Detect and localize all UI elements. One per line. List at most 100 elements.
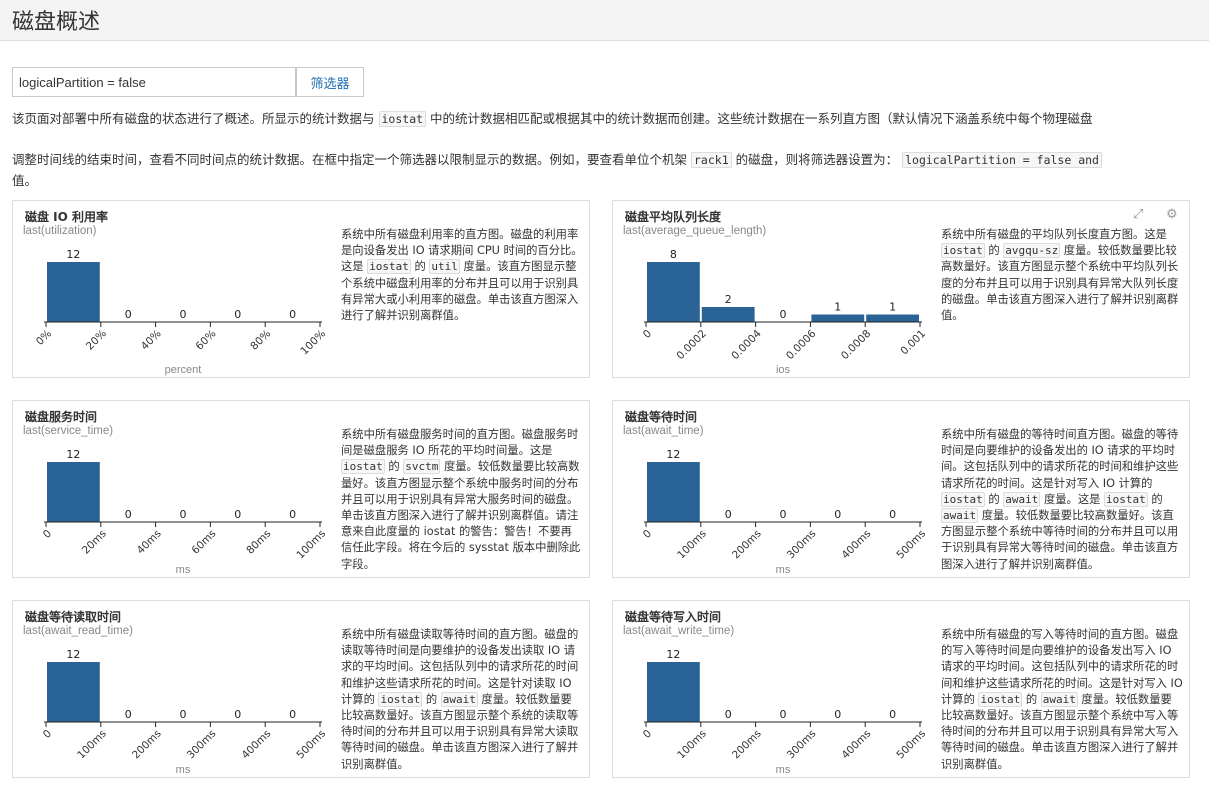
x-tick-label: 400ms <box>840 728 874 762</box>
bar-value-label: 0 <box>834 508 841 521</box>
bar-value-label: 0 <box>780 308 787 321</box>
x-tick-label: 80ms <box>244 528 273 557</box>
x-tick-label: 80% <box>248 328 273 353</box>
bar-value-label: 0 <box>289 508 296 521</box>
x-tick-label: 0.0002 <box>674 328 708 362</box>
x-tick-label: 0 <box>641 528 654 541</box>
card-title: 磁盘平均队列长度 <box>625 210 722 224</box>
x-axis-label: ms <box>176 764 191 776</box>
histogram-chart[interactable]: 12 0 0 0 0 0 100ms 200ms 300ms 400ms 500ms ms <box>613 601 943 779</box>
x-tick-label: 500ms <box>894 528 928 562</box>
histogram-chart[interactable]: 12 0 0 0 0 0% 20% 40% 60% 80% 100% percent <box>13 201 343 379</box>
card-metric: last(service_time) <box>23 425 114 437</box>
histogram-bar[interactable] <box>701 307 755 322</box>
x-tick-label: 100ms <box>675 728 709 762</box>
x-tick-label: 300ms <box>785 728 819 762</box>
bar-value-label: 1 <box>889 301 896 314</box>
histogram-bar[interactable] <box>866 314 919 323</box>
x-tick-label: 300ms <box>185 728 219 762</box>
x-tick-label: 0 <box>41 528 54 541</box>
card-metric: last(await_write_time) <box>623 625 735 637</box>
card-title: 磁盘等待写入时间 <box>625 610 722 624</box>
card-description: 系统中所有磁盘的等待时间直方图。磁盘的等待时间是向要维护的设备发出的 IO 请求… <box>941 428 1179 571</box>
bar-value-label: 12 <box>666 648 680 661</box>
histogram-bar[interactable] <box>47 662 100 722</box>
bar-value-label: 12 <box>66 248 80 261</box>
bar-value-label: 0 <box>180 708 187 721</box>
x-axis-label: ios <box>776 364 791 376</box>
card-avg-queue-length: 磁盘平均队列长度 last(average_queue_length) ⤢ ⚙ 8 2 0 1… <box>612 200 1190 378</box>
x-tick-label: 0 <box>641 728 654 741</box>
card-description: 系统中所有磁盘利用率的直方图。磁盘的利用率是向设备发出 IO 请求期间 CPU … <box>341 228 583 323</box>
histogram-bar[interactable] <box>47 262 100 322</box>
x-tick-label: 100ms <box>294 528 328 562</box>
expand-icon[interactable]: ⤢ <box>1133 207 1144 222</box>
bar-value-label: 0 <box>834 708 841 721</box>
card-description: 系统中所有磁盘的写入等待时间的直方图。磁盘的写入等待时间是向要维护的设备发出写入… <box>941 628 1183 771</box>
card-description: 系统中所有磁盘的平均队列长度直方图。这是 iostat 的 avgqu-sz 度… <box>941 228 1179 323</box>
x-tick-label: 100ms <box>675 528 709 562</box>
page-header: 磁盘概述 <box>0 0 1209 41</box>
filter-button[interactable]: 筛选器 <box>296 67 364 97</box>
x-tick-label: 200ms <box>730 728 764 762</box>
x-tick-label: 0% <box>34 328 54 348</box>
intro-paragraph-1: 该页面对部署中所有磁盘的状态进行了概述。所显示的统计数据与 iostat 中的统… <box>12 111 1093 127</box>
x-tick-label: 200ms <box>130 728 164 762</box>
bar-value-label: 0 <box>289 708 296 721</box>
bar-value-label: 0 <box>234 708 241 721</box>
histogram-bar[interactable] <box>47 462 100 522</box>
histogram-chart[interactable]: 12 0 0 0 0 0 100ms 200ms 300ms 400ms 500ms ms <box>613 401 943 579</box>
card-await-time: 磁盘等待时间 last(await_time) 12 0 0 0 0 0 100ms 200ms 3… <box>612 400 1190 578</box>
page-title: 磁盘概述 <box>12 10 101 35</box>
x-tick-label: 20ms <box>80 528 109 557</box>
card-metric: last(average_queue_length) <box>623 225 767 237</box>
histogram-bar[interactable] <box>647 262 700 322</box>
card-title: 磁盘等待读取时间 <box>25 610 122 624</box>
x-tick-label: 300ms <box>785 528 819 562</box>
card-description: 系统中所有磁盘服务时间的直方图。磁盘服务时间是磁盘服务 IO 所花的平均时间量。… <box>341 428 581 571</box>
bar-value-label: 0 <box>780 708 787 721</box>
histogram-chart[interactable]: 8 2 0 1 1 0 0.0002 0.0004 0.0006 0.0008 0.001 ios <box>613 201 943 379</box>
bar-value-label: 12 <box>666 448 680 461</box>
bar-value-label: 0 <box>889 708 896 721</box>
bar-value-label: 8 <box>670 248 677 261</box>
x-tick-label: 500ms <box>894 728 928 762</box>
gear-icon[interactable]: ⚙ <box>1166 207 1178 222</box>
histogram-chart[interactable]: 12 0 0 0 0 0 100ms 200ms 300ms 400ms 500ms ms <box>13 601 343 779</box>
bar-value-label: 0 <box>180 308 187 321</box>
bar-value-label: 0 <box>780 508 787 521</box>
x-tick-label: 0 <box>641 328 654 341</box>
card-metric: last(await_read_time) <box>23 625 133 637</box>
card-title: 磁盘等待时间 <box>625 410 698 424</box>
bar-value-label: 0 <box>725 508 732 521</box>
bar-value-label: 0 <box>125 708 132 721</box>
x-tick-label: 100% <box>298 328 328 358</box>
x-tick-label: 0 <box>41 728 54 741</box>
card-metric: last(utilization) <box>23 225 97 237</box>
x-tick-label: 100ms <box>75 728 109 762</box>
bar-value-label: 0 <box>180 508 187 521</box>
card-await-write-time: 磁盘等待写入时间 last(await_write_time) 12 0 0 0 0 0 100… <box>612 600 1190 778</box>
x-tick-label: 0.001 <box>898 328 928 358</box>
histogram-bar[interactable] <box>647 462 700 522</box>
x-tick-label: 60% <box>194 328 219 353</box>
bar-value-label: 0 <box>125 308 132 321</box>
x-tick-label: 400ms <box>840 528 874 562</box>
x-tick-label: 40ms <box>135 528 164 557</box>
x-tick-label: 20% <box>84 328 109 353</box>
filter-input[interactable] <box>12 67 296 97</box>
bar-value-label: 0 <box>234 508 241 521</box>
card-metric: last(await_time) <box>623 425 704 437</box>
histogram-chart[interactable]: 12 0 0 0 0 0 20ms 40ms 60ms 80ms 100ms ms <box>13 401 343 579</box>
bar-value-label: 2 <box>725 293 732 306</box>
histogram-bar[interactable] <box>647 662 700 722</box>
card-title: 磁盘 IO 利用率 <box>25 210 109 224</box>
histogram-bar[interactable] <box>811 314 865 323</box>
intro-paragraph-3: 值。 <box>12 173 38 188</box>
x-axis-label: ms <box>776 564 791 576</box>
bar-value-label: 12 <box>66 448 80 461</box>
bar-value-label: 1 <box>834 301 841 314</box>
x-tick-label: 40% <box>139 328 164 353</box>
x-tick-label: 200ms <box>730 528 764 562</box>
x-axis-label: percent <box>165 364 202 376</box>
